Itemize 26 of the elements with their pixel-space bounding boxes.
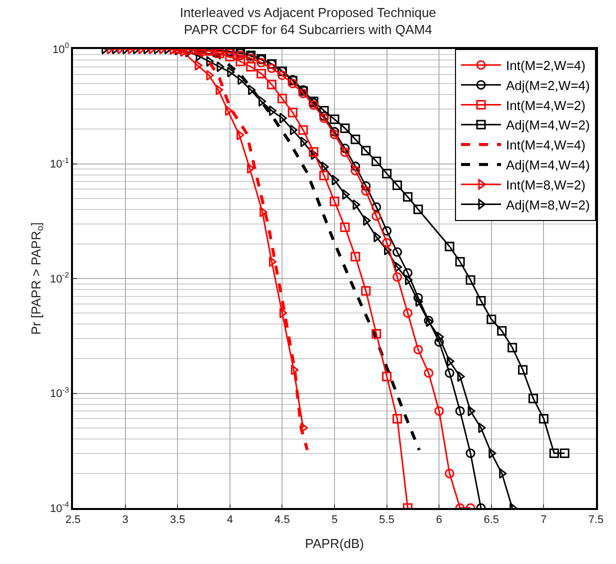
x-tick-label: 7.5 — [588, 514, 604, 526]
y-tick-label: 10$^{-4}$ — [50, 500, 70, 515]
y-tick-label: 10$^{-2}$ — [50, 270, 70, 286]
legend-label: Adj(M=4,W=2) — [506, 118, 590, 133]
y-tick-label: 10$^{0}$ — [52, 41, 70, 56]
y-tick-label: 10$^{-1}$ — [50, 156, 70, 171]
x-tick-label: 7 — [540, 514, 547, 526]
x-tick-label: 3.5 — [170, 514, 186, 526]
x-tick-label: 5 — [331, 514, 338, 526]
x-tick-label: 3 — [122, 514, 128, 526]
legend-label: Adj(M=8,W=2) — [506, 197, 590, 212]
x-tick-label: 6 — [436, 514, 442, 526]
legend-label: Int(M=2,W=4) — [506, 58, 586, 74]
x-tick-label: 5.5 — [379, 514, 394, 526]
legend-label: Int(M=4,W=4) — [506, 138, 586, 153]
x-tick-label: 6.5 — [484, 514, 500, 526]
legend-label: Adj(M=2,W=4) — [506, 78, 590, 93]
x-tick-label: 4.5 — [274, 514, 290, 526]
x-axis-title: PAPR(dB) — [305, 536, 364, 552]
x-tick-label: 4 — [226, 514, 233, 526]
legend-label: Adj(M=4,W=4) — [506, 158, 590, 173]
legend-label: Int(M=4,W=2) — [506, 98, 586, 113]
legend-label: Int(M=8,W=2) — [506, 177, 586, 192]
x-tick-label: 2.5 — [65, 514, 81, 526]
chart-title: Interleaved vs Adjacent Proposed Technique PAPR CCDF for 64 Subcarriers with QAM4 — [180, 4, 436, 37]
y-tick-label: 10$^{-3}$ — [50, 385, 70, 400]
